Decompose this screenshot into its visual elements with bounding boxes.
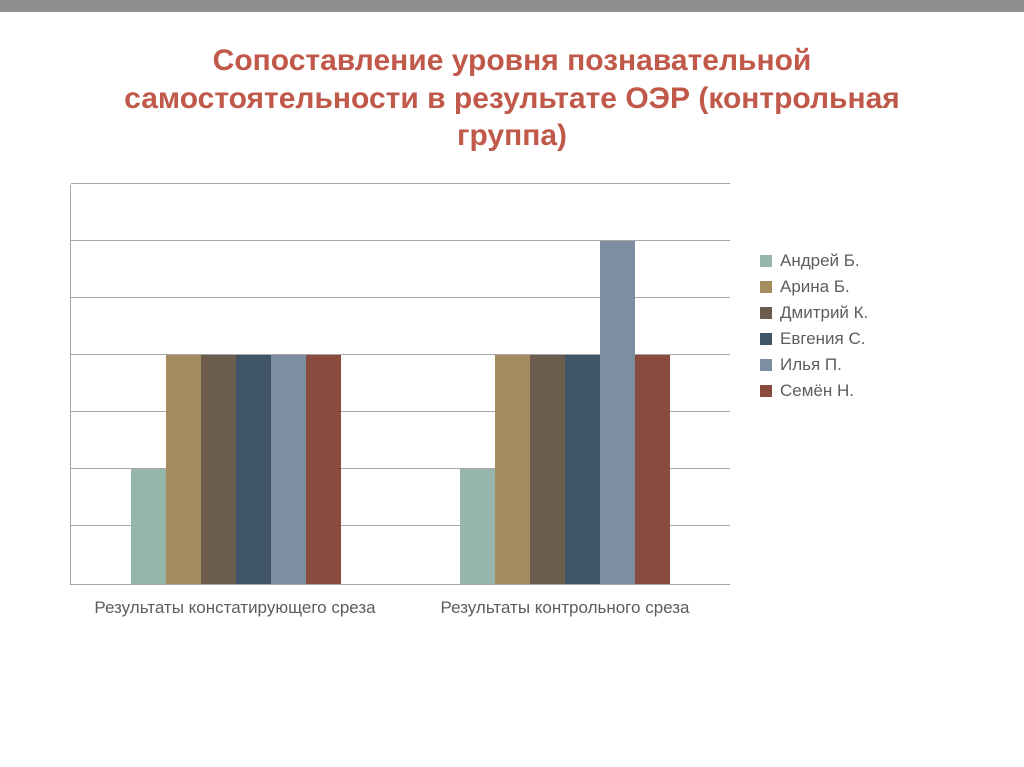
legend-item: Евгения С. — [760, 329, 868, 349]
top-bar — [0, 0, 1024, 12]
bar — [271, 355, 306, 584]
legend-swatch — [760, 307, 772, 319]
bar — [166, 355, 201, 584]
x-axis-label: Результаты контрольного среза — [400, 597, 730, 618]
grid-line — [71, 183, 730, 184]
plot-area — [70, 185, 730, 585]
legend-item: Арина Б. — [760, 277, 868, 297]
bar — [635, 355, 670, 584]
bar — [460, 469, 495, 583]
bars — [460, 185, 670, 584]
chart-plot: Результаты констатирующего срезаРезульта… — [70, 185, 730, 618]
legend-label: Евгения С. — [780, 329, 865, 349]
legend-swatch — [760, 359, 772, 371]
bar — [600, 241, 635, 584]
slide-title: Сопоставление уровня познавательной само… — [72, 42, 952, 155]
bar — [530, 355, 565, 584]
legend-label: Арина Б. — [780, 277, 850, 297]
legend-label: Семён Н. — [780, 381, 854, 401]
bar-group — [71, 185, 401, 584]
x-axis: Результаты констатирующего срезаРезульта… — [70, 597, 730, 618]
legend-label: Илья П. — [780, 355, 842, 375]
bar — [306, 355, 341, 584]
legend-swatch — [760, 255, 772, 267]
legend-swatch — [760, 281, 772, 293]
legend-item: Семён Н. — [760, 381, 868, 401]
legend-swatch — [760, 333, 772, 345]
bar-groups — [71, 185, 730, 584]
bar — [131, 469, 166, 583]
bar-group — [401, 185, 731, 584]
legend-item: Илья П. — [760, 355, 868, 375]
legend: Андрей Б. Арина Б. Дмитрий К. Евгения С. Иль… — [760, 245, 868, 407]
bar — [565, 355, 600, 584]
bar — [495, 355, 530, 584]
legend-item: Андрей Б. — [760, 251, 868, 271]
legend-item: Дмитрий К. — [760, 303, 868, 323]
legend-label: Андрей Б. — [780, 251, 860, 271]
legend-swatch — [760, 385, 772, 397]
slide: Сопоставление уровня познавательной само… — [0, 12, 1024, 648]
x-axis-label: Результаты констатирующего среза — [70, 597, 400, 618]
bar — [236, 355, 271, 584]
bar — [201, 355, 236, 584]
bars — [131, 185, 341, 584]
legend-label: Дмитрий К. — [780, 303, 868, 323]
chart: Результаты констатирующего срезаРезульта… — [70, 185, 994, 618]
